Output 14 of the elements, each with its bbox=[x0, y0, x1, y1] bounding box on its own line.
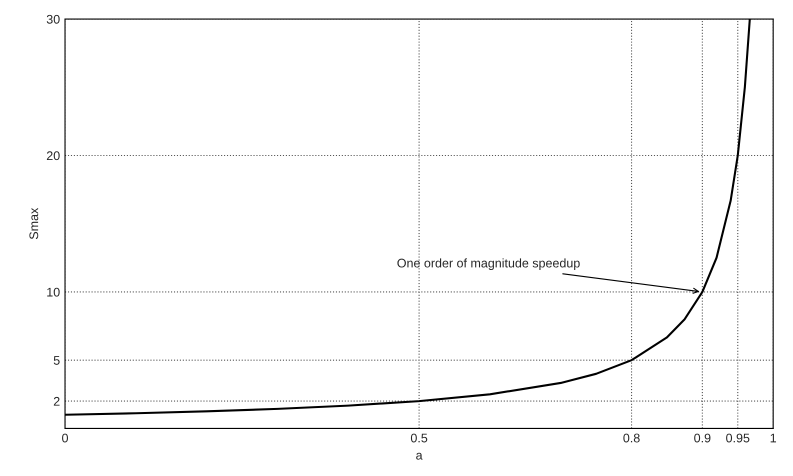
x-tick-label: 0 bbox=[62, 434, 68, 442]
x-axis-title: a bbox=[416, 452, 423, 460]
y-tick-label: 10 bbox=[47, 288, 60, 297]
y-tick-label: 5 bbox=[54, 356, 60, 365]
x-tick-label: 0.8 bbox=[623, 434, 640, 442]
y-tick-label: 20 bbox=[46, 151, 60, 160]
x-tick-label: 1 bbox=[770, 434, 776, 442]
x-tick-label: 0.5 bbox=[410, 434, 428, 442]
y-axis-title: Smax bbox=[29, 208, 38, 240]
x-tick-label: 0.9 bbox=[694, 434, 710, 442]
annotation: One order of magnitude speedup bbox=[397, 258, 580, 270]
x-tick-label: 0.95 bbox=[726, 434, 750, 442]
y-tick-label: 30 bbox=[46, 14, 60, 24]
y-tick-label: 2 bbox=[54, 396, 60, 406]
